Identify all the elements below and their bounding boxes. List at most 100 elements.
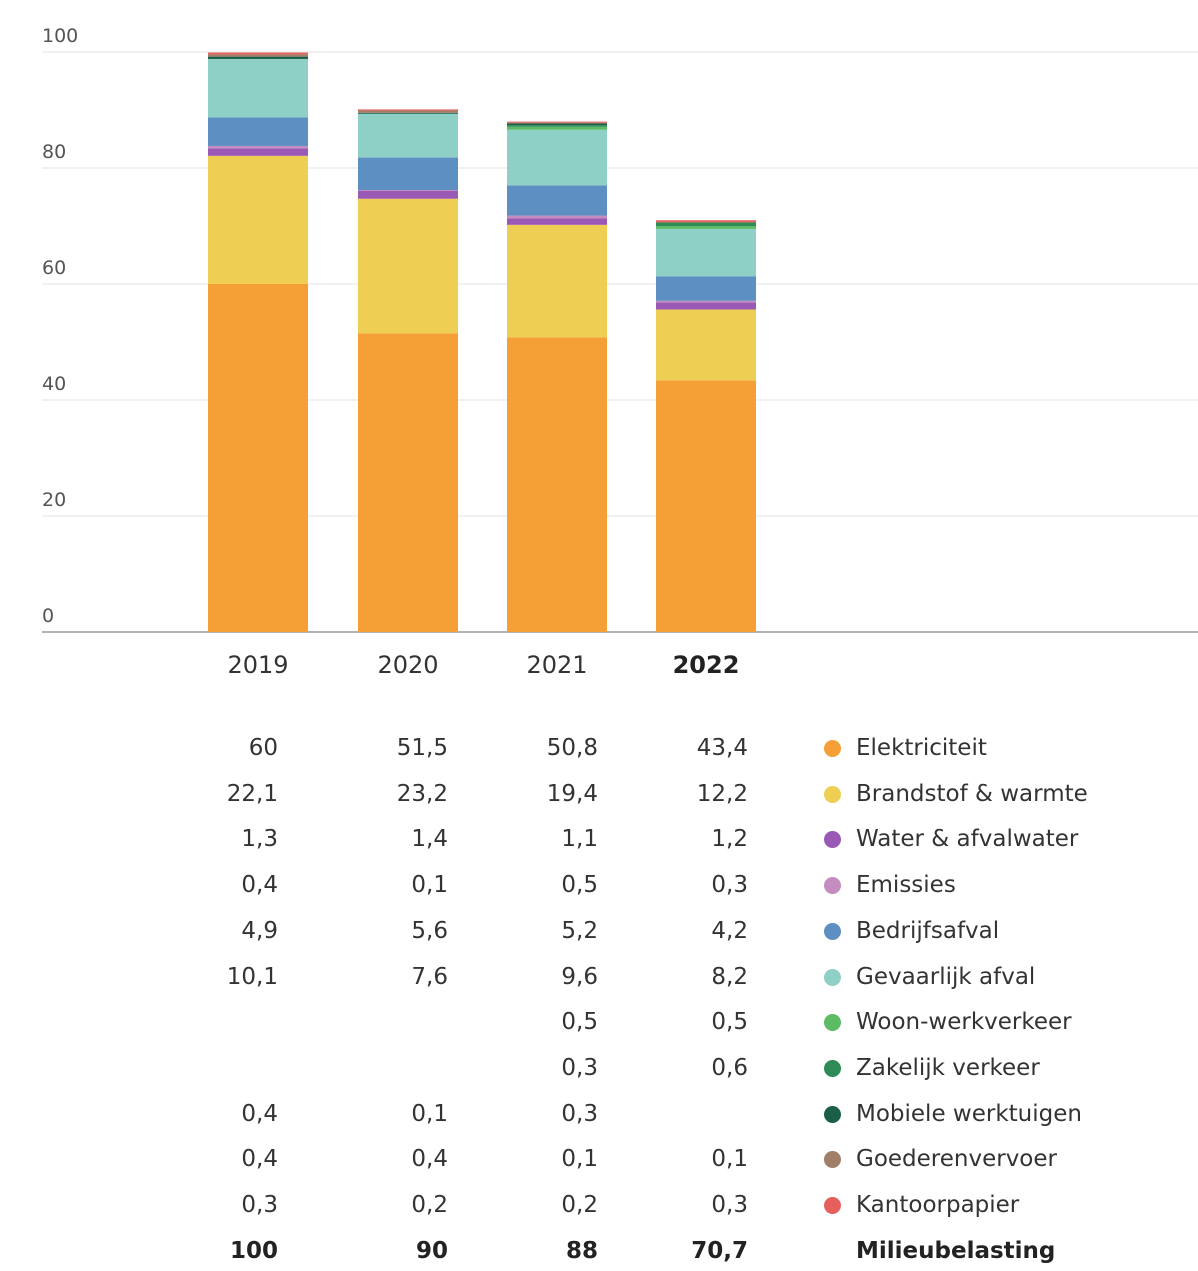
table-cell: 0,5 xyxy=(561,872,598,899)
legend-swatch xyxy=(824,740,841,757)
bar-segment xyxy=(208,54,308,57)
table-cell: 70,7 xyxy=(691,1237,748,1264)
bar-segment xyxy=(656,300,756,303)
bar-segment xyxy=(358,157,458,191)
table-cell: 0,2 xyxy=(561,1192,598,1218)
table-cell: 5,6 xyxy=(411,917,448,944)
table-cell: 60 xyxy=(248,735,278,761)
table-cell: 0,6 xyxy=(711,1054,748,1081)
legend-swatch xyxy=(824,785,841,803)
table-row: 22,1 23,2 19,4 12,2 Brandstof & warmte xyxy=(0,774,1198,814)
bar-segment xyxy=(507,122,607,124)
legend-label: Zakelijk verkeer xyxy=(856,1054,1040,1081)
table-row: 60 51,5 50,8 43,4 Elektriciteit xyxy=(0,728,1198,768)
table-cell: 0,4 xyxy=(241,1100,278,1127)
table-cell: 0,1 xyxy=(561,1146,598,1173)
legend-label: Woon-werkverkeer xyxy=(856,1009,1072,1036)
total-label: Milieubelasting xyxy=(856,1237,1056,1264)
table-cell: 0,4 xyxy=(241,1146,278,1173)
table-row: 0,3 0,2 0,2 0,3 Kantoorpapier xyxy=(0,1185,1198,1225)
y-tick-label: 80 xyxy=(42,141,66,163)
legend-swatch xyxy=(824,1014,841,1032)
table-cell: 0,5 xyxy=(711,1009,748,1036)
bars xyxy=(208,52,756,632)
bar-segment xyxy=(656,309,756,381)
bar-segment xyxy=(507,337,607,632)
legend-label: Bedrijfsafval xyxy=(856,917,1000,944)
legend-label: Mobiele werktuigen xyxy=(856,1100,1082,1127)
table-cell: 50,8 xyxy=(546,735,598,761)
stacked-bar-chart: 0 20 40 60 80 100 2019 2020 2021 2022 xyxy=(42,25,1198,679)
table-cell: 0,3 xyxy=(711,872,748,899)
x-tick-label: 2020 xyxy=(377,651,438,679)
table-cell: 100 xyxy=(229,1237,278,1264)
legend-label: Kantoorpapier xyxy=(856,1192,1020,1218)
legend-swatch xyxy=(824,1151,841,1169)
y-tick-label: 0 xyxy=(42,605,54,627)
bar-segment xyxy=(507,218,607,225)
x-tick-label: 2019 xyxy=(227,651,288,679)
bar-segment xyxy=(507,125,607,127)
table-cell: 22,1 xyxy=(226,780,278,807)
table-cell: 0,3 xyxy=(241,1192,278,1218)
legend-label: Emissies xyxy=(856,872,956,899)
table-cell: 10,1 xyxy=(226,963,278,990)
bar-segment xyxy=(656,220,756,222)
y-tick-label: 40 xyxy=(42,373,66,395)
legend-swatch xyxy=(824,1105,841,1123)
table-cell: 1,2 xyxy=(711,826,748,853)
table-cell: 88 xyxy=(565,1237,598,1264)
table-cell: 4,2 xyxy=(711,917,748,944)
table-cell: 0,1 xyxy=(711,1146,748,1173)
bar-segment xyxy=(656,380,756,632)
table-cell: 0,3 xyxy=(561,1100,598,1127)
table-row: 0,4 0,1 0,3 Mobiele werktuigen xyxy=(0,1094,1198,1134)
table-cell: 43,4 xyxy=(696,735,748,761)
table-row: 0,4 0,1 0,5 0,3 Emissies xyxy=(0,865,1198,905)
legend-label: Elektriciteit xyxy=(856,735,987,761)
legend-swatch xyxy=(824,968,841,986)
table-row: 0,4 0,4 0,1 0,1 Goederenvervoer xyxy=(0,1139,1198,1179)
bar-segment xyxy=(507,185,607,216)
table-cell: 4,9 xyxy=(241,917,278,944)
table-cell: 1,4 xyxy=(411,826,448,853)
table-cell: 0,4 xyxy=(411,1146,448,1173)
table-row: 0,5 0,5 Woon-werkverkeer xyxy=(0,1002,1198,1042)
table-total-row: 100 90 88 70,7 Milieubelasting xyxy=(0,1231,1198,1271)
table-cell: 0,1 xyxy=(411,1100,448,1127)
bar-segment xyxy=(358,109,458,111)
bar-segment xyxy=(208,56,308,59)
bar-segment xyxy=(656,228,756,277)
bar-segment xyxy=(208,58,308,118)
legend-label: Goederenvervoer xyxy=(856,1146,1057,1173)
table-cell: 0,4 xyxy=(241,872,278,899)
y-tick-label: 60 xyxy=(42,257,66,279)
bar-segment xyxy=(358,333,458,632)
bar-segment xyxy=(208,284,308,632)
table-cell: 1,3 xyxy=(241,826,278,853)
bar-segment xyxy=(358,110,458,113)
table-cell: 19,4 xyxy=(546,780,598,807)
table-cell: 0,5 xyxy=(561,1009,598,1036)
table-row: 0,3 0,6 Zakelijk verkeer xyxy=(0,1048,1198,1088)
bar-segment xyxy=(507,224,607,338)
table-cell: 9,6 xyxy=(561,963,598,990)
bar-segment xyxy=(507,129,607,186)
bar-segment xyxy=(208,145,308,149)
bar-segment xyxy=(656,222,756,226)
table-cell: 0,1 xyxy=(411,872,448,899)
bar-segment xyxy=(208,52,308,55)
legend-label: Brandstof & warmte xyxy=(856,780,1088,807)
table-row: 4,9 5,6 5,2 4,2 Bedrijfsafval xyxy=(0,911,1198,951)
bar-segment xyxy=(208,148,308,156)
bar-segment xyxy=(656,221,756,223)
legend-swatch xyxy=(824,831,841,849)
bar-segment xyxy=(507,121,607,123)
table-cell: 7,6 xyxy=(411,963,448,990)
legend-label: Gevaarlijk afval xyxy=(856,963,1036,990)
y-tick-label: 100 xyxy=(42,25,78,47)
bar-segment xyxy=(208,155,308,284)
table-cell: 1,1 xyxy=(561,826,598,853)
bar-segment xyxy=(507,123,607,126)
table-cell: 90 xyxy=(415,1237,448,1264)
